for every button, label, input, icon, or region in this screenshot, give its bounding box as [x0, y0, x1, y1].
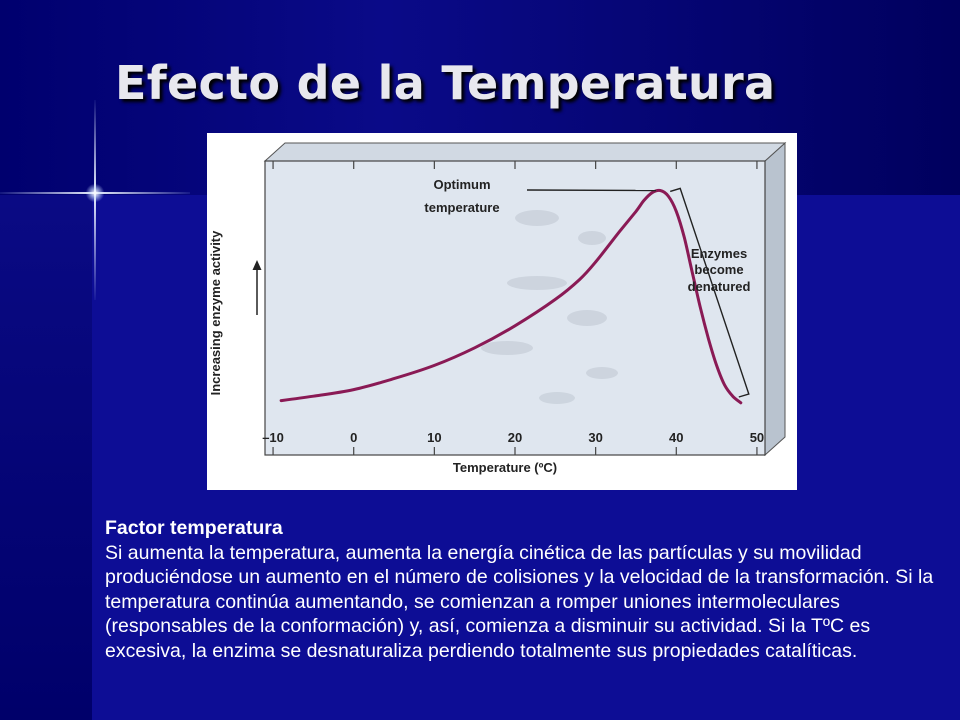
annotation-denatured-line3: denatured [688, 279, 751, 294]
y-axis-arrow-icon [252, 260, 262, 270]
chart-svg: –10 0 10 20 30 40 50 Optimum temperature Enzym… [208, 141, 787, 475]
slide-background-left [0, 195, 92, 720]
light-flare-icon [85, 184, 105, 202]
slide-title: Efecto de la Temperatura [115, 56, 776, 110]
annotation-denatured-line1: Enzymes [691, 246, 747, 261]
x-tick-label: 20 [508, 430, 522, 445]
x-tick-label: 30 [588, 430, 602, 445]
enzyme-temperature-chart: –10 0 10 20 30 40 50 Optimum temperature Enzym… [207, 133, 797, 490]
plot-box-side [764, 141, 786, 457]
text-body: Si aumenta la temperatura, aumenta la en… [105, 541, 934, 662]
text-heading: Factor temperatura [105, 517, 283, 539]
x-tick-label: 0 [350, 430, 357, 445]
y-axis-label: Increasing enzyme activity [208, 230, 223, 396]
annotation-denatured-bracket [669, 187, 750, 398]
annotation-denatured-line2: become [694, 262, 743, 277]
x-axis-ticks [272, 161, 758, 455]
annotation-optimum-line1: Optimum [433, 177, 490, 192]
x-tick-label: –10 [262, 430, 284, 445]
annotation-optimum-line2: temperature [424, 200, 499, 215]
plot-box-top [263, 142, 787, 162]
x-tick-label: 10 [427, 430, 441, 445]
x-axis-tick-labels: –10 0 10 20 30 40 50 [262, 430, 764, 445]
plot-area [264, 160, 766, 456]
activity-curve [279, 188, 743, 405]
x-tick-label: 50 [750, 430, 764, 445]
x-tick-label: 40 [669, 430, 683, 445]
plot-texture [481, 210, 618, 404]
text-block: Factor temperatura Si aumenta la tempera… [105, 516, 945, 663]
x-axis-label: Temperature (ºC) [453, 460, 557, 475]
annotation-optimum-leader [526, 189, 657, 192]
